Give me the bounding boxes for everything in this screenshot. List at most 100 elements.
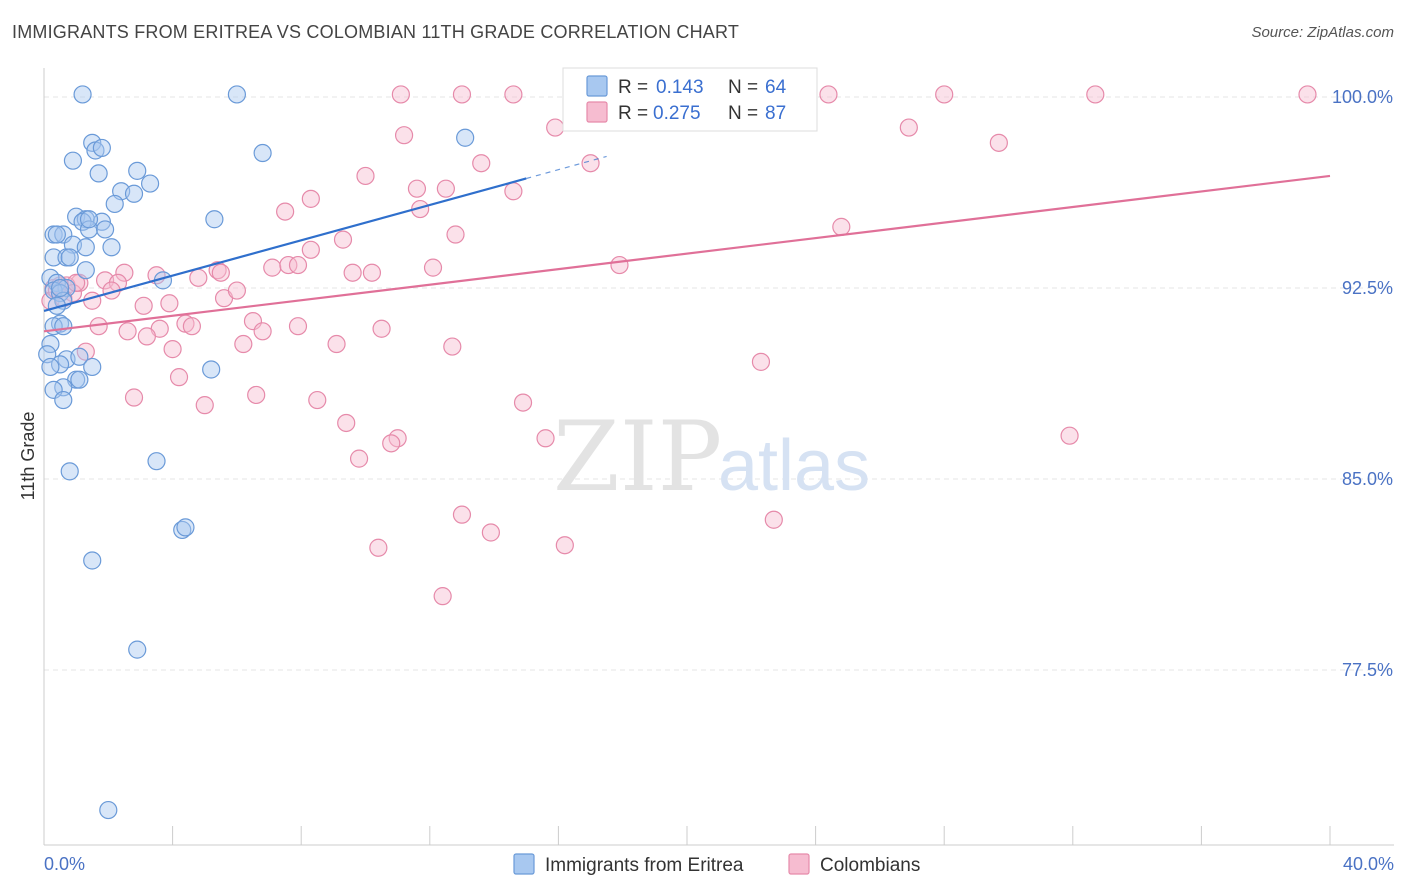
eritrea-point	[41, 357, 60, 377]
colombian-point	[263, 258, 282, 277]
colombian-point	[832, 217, 851, 236]
colombian-point	[308, 390, 327, 410]
colombian-point	[610, 255, 629, 275]
watermark: ZIP atlas	[553, 401, 870, 513]
colombian-point	[301, 240, 320, 259]
colombian-point	[935, 85, 954, 104]
legend-r-value-colombians: 0.275	[653, 103, 701, 124]
colombian-point	[279, 255, 298, 275]
colombian-point	[247, 385, 266, 405]
bottom-legend-swatch-eritrea	[513, 853, 535, 875]
colombian-point	[1060, 426, 1079, 445]
colombian-point	[581, 154, 600, 173]
colombian-point	[276, 202, 295, 221]
eritrea-point	[89, 164, 108, 183]
colombian-point	[452, 85, 472, 104]
colombian-point	[546, 118, 565, 137]
watermark-zip: ZIP	[553, 401, 722, 513]
colombian-point	[391, 85, 410, 104]
gridlines	[44, 96, 1394, 671]
eritrea-point	[102, 238, 121, 257]
colombian-point	[134, 296, 153, 315]
colombian-point	[227, 281, 246, 300]
colombian-point	[349, 449, 369, 468]
colombian-point	[208, 261, 227, 280]
eritrea-point	[60, 462, 79, 481]
stats-legend: R = 0.143 N = 64 R = 0.275 N = 87	[562, 67, 818, 132]
colombian-point	[433, 587, 452, 606]
colombian-point	[337, 413, 356, 433]
y-tick-label: 85.0%	[1342, 469, 1393, 489]
colombian-point	[83, 291, 102, 310]
colombian-point	[169, 368, 189, 387]
eritrea-point	[227, 85, 246, 104]
colombian-point	[288, 255, 308, 275]
colombian-point	[118, 322, 137, 341]
source-label: Source: ZipAtlas.com	[1251, 24, 1394, 41]
colombian-point	[195, 396, 214, 415]
colombian-point	[513, 393, 533, 412]
eritrea-point	[70, 347, 89, 366]
legend-swatch-eritrea	[586, 75, 608, 97]
colombian-point	[446, 225, 465, 244]
colombian-point	[764, 510, 783, 529]
colombian-point	[394, 126, 414, 145]
eritrea-point	[73, 85, 92, 104]
series-colombians	[41, 85, 1317, 606]
colombian-point	[356, 166, 375, 186]
colombian-point	[452, 505, 472, 524]
eritrea-point	[44, 248, 63, 267]
colombian-point	[115, 263, 134, 282]
eritrea-point	[47, 225, 66, 244]
colombian-point	[234, 334, 253, 354]
trendlines	[43, 155, 1331, 333]
y-tick-labels: 100.0% 92.5% 85.0% 77.5%	[1332, 87, 1393, 680]
y-axis-label: 11th Grade	[18, 412, 38, 501]
eritrea-point	[50, 278, 70, 298]
eritrea-point	[176, 518, 195, 537]
legend-n-value-colombians: 87	[765, 103, 786, 124]
colombian-point	[67, 273, 86, 293]
eritrea-point	[83, 551, 102, 570]
x-tick-label-min: 0.0%	[44, 854, 85, 874]
colombian-point	[288, 317, 308, 336]
colombian-point	[443, 337, 462, 356]
eritrea-point	[124, 184, 144, 203]
colombian-point	[333, 230, 353, 249]
bottom-legend: Immigrants from Eritrea Colombians	[513, 853, 920, 876]
colombian-point	[1086, 85, 1105, 104]
colombian-point	[555, 536, 574, 555]
colombian-point	[369, 538, 388, 557]
colombian-point	[301, 189, 320, 208]
y-tick-label: 77.5%	[1342, 660, 1393, 680]
colombian-point	[124, 388, 144, 407]
legend-n-value-eritrea: 64	[765, 77, 787, 98]
colombian-point	[253, 322, 272, 341]
colombian-point	[189, 268, 208, 287]
colombian-point	[407, 179, 427, 198]
eritrea-point	[79, 220, 99, 239]
colombian-point	[899, 118, 918, 137]
x-tick-label-max: 40.0%	[1343, 854, 1394, 874]
colombian-point	[382, 434, 401, 453]
colombian-trendline	[43, 174, 1331, 333]
eritrea-point	[253, 143, 272, 163]
eritrea-point	[76, 238, 95, 257]
eritrea-point	[70, 370, 89, 389]
eritrea-point	[202, 360, 221, 379]
eritrea-point	[456, 128, 475, 147]
eritrea-point	[173, 520, 192, 540]
legend-r-label-colombians: R =	[618, 103, 648, 124]
y-tick-label: 100.0%	[1332, 87, 1393, 107]
x-tick-labels: 0.0% 40.0%	[44, 854, 1394, 874]
watermark-atlas: atlas	[718, 426, 870, 506]
colombian-point	[423, 258, 443, 277]
colombian-point	[436, 179, 455, 198]
series-eritrea	[38, 85, 475, 820]
y-tick-label: 92.5%	[1342, 278, 1393, 298]
legend-swatch-colombians	[586, 101, 608, 123]
legend-n-label-colombians: N =	[728, 103, 758, 124]
colombian-point	[504, 85, 523, 104]
colombian-point	[211, 263, 230, 282]
